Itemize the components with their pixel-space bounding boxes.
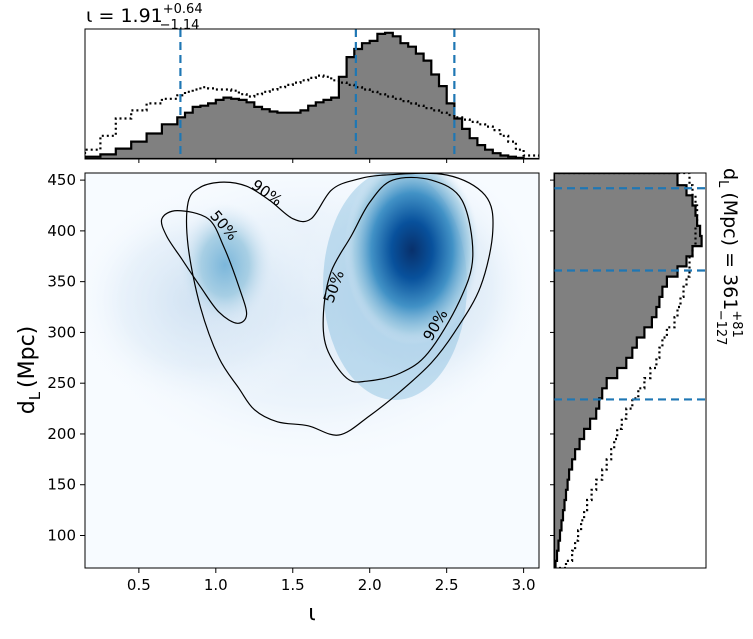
density-peak-primary xyxy=(344,173,480,345)
contour-90pct xyxy=(186,173,494,436)
top-quantile-lines xyxy=(179,29,456,159)
y-tick-label: 450 xyxy=(47,171,76,189)
top-title: ι = 1.91+0.64 −1.14 xyxy=(86,2,203,33)
main-panel-frame xyxy=(84,172,540,569)
right-title-unit: (Mpc) = xyxy=(719,192,741,268)
top-panel-frame xyxy=(84,28,540,160)
y-tick-label: 100 xyxy=(47,527,76,545)
x-tick-label: 2.5 xyxy=(435,576,459,594)
main-yticks: 100 150 200 250 300 350 400 450 xyxy=(47,171,85,545)
x-axis-label: ι xyxy=(308,601,315,626)
y-tick-label: 400 xyxy=(47,222,76,240)
top-hist-layer xyxy=(85,29,539,159)
x-tick-label: 0.5 xyxy=(127,576,151,594)
contour-50pct xyxy=(160,209,248,324)
right-posterior-histogram xyxy=(554,173,703,568)
density-peak-secondary xyxy=(177,203,273,327)
y-tick-label: 200 xyxy=(47,425,76,443)
y-tick-label: 250 xyxy=(47,374,76,392)
y-tick-label: 350 xyxy=(47,273,76,291)
top-title-value: 1.91 xyxy=(120,5,162,27)
top-xtick-marks xyxy=(138,159,525,163)
main-xticks: 0.5 1.0 1.5 2.0 2.5 3.0 xyxy=(127,568,536,594)
top-title-symbol: ι xyxy=(86,5,92,27)
top-marginal-panel: ι = 1.91+0.64 −1.14 xyxy=(84,2,540,163)
top-title-minus: −1.14 xyxy=(160,18,200,33)
y-tick-label: 300 xyxy=(47,323,76,341)
contour-lines xyxy=(160,173,494,436)
right-ytick-marks xyxy=(550,179,554,537)
x-tick-label: 1.5 xyxy=(281,576,305,594)
top-title-plus: +0.64 xyxy=(163,2,203,17)
y-axis-label: dL (Mpc) xyxy=(15,326,44,415)
right-title-value: 361 xyxy=(719,274,741,310)
right-hist-layer xyxy=(554,173,706,568)
y-axis-label-unit: (Mpc) xyxy=(15,326,40,388)
right-marginal-panel: dL (Mpc) = 361+81−127 xyxy=(550,168,744,569)
x-tick-label: 3.0 xyxy=(512,576,536,594)
right-panel-frame xyxy=(553,172,707,569)
right-title-minus: −127 xyxy=(713,310,728,346)
top-posterior-histogram xyxy=(85,31,539,159)
x-tick-label: 2.0 xyxy=(358,576,382,594)
density-layer: 90%50%50%90% xyxy=(85,173,539,470)
y-tick-label: 150 xyxy=(47,476,76,494)
y-axis-label-sub: L xyxy=(26,391,44,400)
right-title-symbol: d xyxy=(719,168,741,180)
right-title-plus: +81 xyxy=(729,310,744,337)
right-title: dL (Mpc) = 361+81−127 xyxy=(713,168,744,345)
x-tick-label: 1.0 xyxy=(204,576,228,594)
right-title-sub: L xyxy=(715,180,730,188)
main-panel: 90%50%50%90% 0.5 1.0 1.5 2.0 2.5 3.0 100 150 20… xyxy=(15,171,540,626)
right-prior-histogram xyxy=(554,173,699,568)
contour-50pct xyxy=(322,176,474,383)
y-axis-label-main: d xyxy=(15,400,40,414)
